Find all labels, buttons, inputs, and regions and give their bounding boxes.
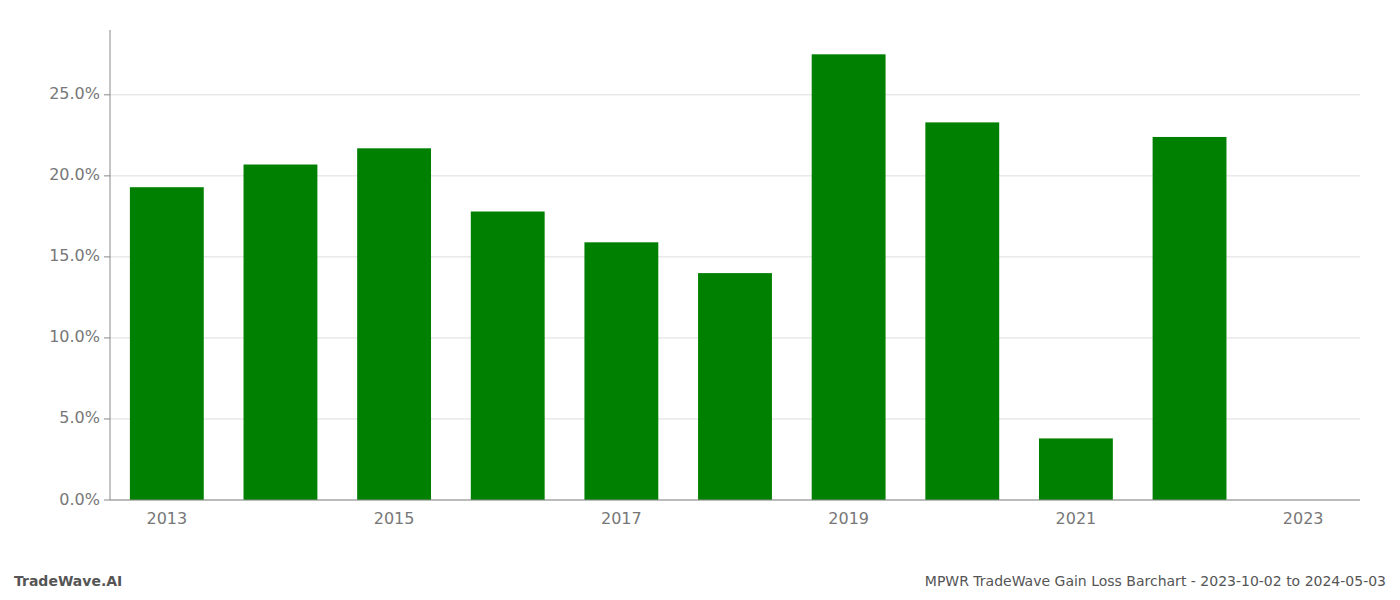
chart-svg: 0.0% 5.0% 10.0% 15.0% 20.0% 25.0% 2013 2015 2017… [0, 0, 1400, 600]
y-tick [104, 337, 110, 338]
y-axis: 0.0% 5.0% 10.0% 15.0% 20.0% 25.0% [49, 84, 110, 508]
bar [357, 148, 431, 500]
x-tick-label: 2019 [828, 509, 869, 528]
bar [1039, 438, 1113, 500]
x-tick-label: 2021 [1056, 509, 1097, 528]
y-tick-label: 20.0% [49, 165, 100, 184]
bar [244, 165, 318, 500]
bar [130, 187, 204, 500]
bar [584, 242, 658, 500]
y-tick [104, 256, 110, 257]
y-tick [104, 418, 110, 419]
y-tick [104, 94, 110, 95]
bar [698, 273, 772, 500]
x-tick-label: 2017 [601, 509, 642, 528]
bar [812, 54, 886, 500]
chart-container: 0.0% 5.0% 10.0% 15.0% 20.0% 25.0% 2013 2015 2017… [0, 0, 1400, 600]
y-tick-label: 5.0% [59, 408, 100, 427]
y-tick-label: 15.0% [49, 246, 100, 265]
grid-line [110, 94, 1360, 95]
y-tick [104, 175, 110, 176]
bar [1153, 137, 1227, 500]
y-axis-line [110, 30, 111, 500]
y-tick-label: 25.0% [49, 84, 100, 103]
bars [130, 54, 1227, 500]
footer-left: TradeWave.AI [14, 573, 122, 589]
y-tick-label: 0.0% [59, 490, 100, 509]
grid [110, 95, 1360, 500]
x-tick-label: 2015 [374, 509, 415, 528]
x-tick-label: 2013 [146, 509, 187, 528]
y-tick-label: 10.0% [49, 327, 100, 346]
x-tick-label: 2023 [1283, 509, 1324, 528]
y-tick [104, 500, 110, 501]
grid-line [110, 500, 1360, 501]
footer-right: MPWR TradeWave Gain Loss Barchart - 2023… [925, 573, 1386, 589]
x-axis: 2013 2015 2017 2019 2021 2023 [146, 509, 1323, 528]
bar [925, 122, 999, 500]
x-axis-line [110, 500, 1360, 501]
bar [471, 212, 545, 500]
